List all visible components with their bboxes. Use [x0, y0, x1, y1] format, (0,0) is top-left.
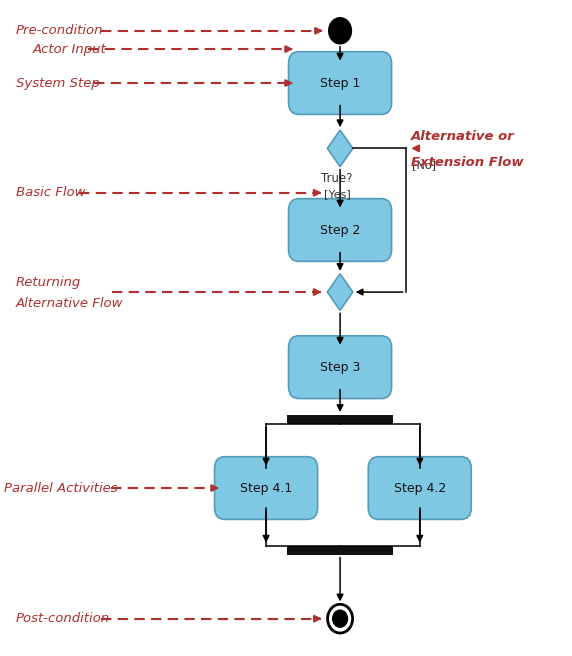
- Bar: [287, 415, 393, 424]
- FancyBboxPatch shape: [288, 336, 392, 399]
- Circle shape: [329, 18, 351, 44]
- Text: Step 3: Step 3: [320, 361, 360, 374]
- Text: Step 1: Step 1: [320, 77, 360, 89]
- Text: Alternative Flow: Alternative Flow: [15, 297, 123, 310]
- Text: Post-condition: Post-condition: [15, 612, 110, 625]
- Bar: [287, 546, 393, 555]
- Text: Returning: Returning: [15, 276, 81, 289]
- Text: Step 2: Step 2: [320, 224, 360, 237]
- Text: Actor Input: Actor Input: [33, 43, 106, 56]
- FancyBboxPatch shape: [368, 457, 471, 520]
- FancyBboxPatch shape: [288, 199, 392, 261]
- FancyBboxPatch shape: [288, 52, 392, 114]
- Text: Pre-condition: Pre-condition: [15, 24, 103, 37]
- FancyBboxPatch shape: [214, 457, 317, 520]
- Text: Alternative or: Alternative or: [411, 130, 515, 143]
- Text: [No]: [No]: [412, 159, 436, 170]
- Text: True?: True?: [321, 172, 353, 185]
- Text: Extension Flow: Extension Flow: [411, 156, 524, 169]
- Text: Step 4.1: Step 4.1: [240, 482, 292, 495]
- Text: Basic Flow: Basic Flow: [15, 186, 85, 199]
- Polygon shape: [327, 274, 353, 310]
- Polygon shape: [327, 130, 353, 167]
- Text: System Step: System Step: [15, 77, 100, 89]
- Text: Step 4.2: Step 4.2: [394, 482, 446, 495]
- Circle shape: [333, 610, 347, 627]
- Text: Parallel Activities: Parallel Activities: [4, 482, 118, 495]
- Text: [Yes]: [Yes]: [324, 190, 351, 199]
